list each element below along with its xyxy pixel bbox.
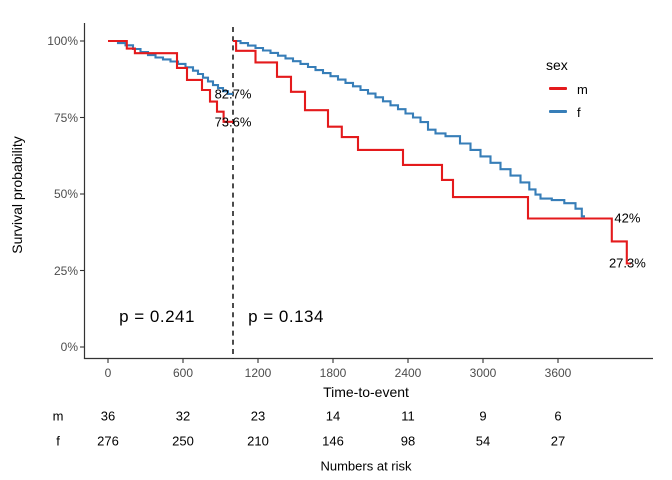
y-axis-title: Survival probability bbox=[9, 136, 25, 254]
survival-label: 82.7% bbox=[214, 86, 252, 102]
survival-label: 27.3% bbox=[608, 255, 646, 271]
risk-count: 23 bbox=[250, 408, 266, 424]
survival-label: 42% bbox=[614, 210, 641, 226]
risk-count: 98 bbox=[400, 433, 416, 449]
risk-count: 54 bbox=[475, 433, 491, 449]
risk-row-label-f: f bbox=[56, 433, 60, 449]
legend-line-f bbox=[549, 110, 567, 113]
survival-curve-m-pre bbox=[108, 39, 233, 123]
y-tick-label: 0% bbox=[60, 340, 78, 354]
legend-label-f: f bbox=[577, 105, 581, 120]
risk-count: 27 bbox=[550, 433, 566, 449]
risk-count: 11 bbox=[401, 408, 415, 424]
x-tick-label: 1200 bbox=[244, 366, 272, 380]
risk-count: 14 bbox=[325, 408, 341, 424]
x-tick-label: 2400 bbox=[394, 366, 422, 380]
y-tick-label: 50% bbox=[53, 187, 78, 201]
survival-curve-m-post bbox=[233, 39, 632, 265]
pvalue-pre-landmark: p = 0.241 bbox=[119, 307, 195, 326]
x-tick-label: 1800 bbox=[319, 366, 347, 380]
y-tick-label: 25% bbox=[53, 263, 78, 278]
risk-count: 9 bbox=[479, 408, 487, 424]
risk-count: 36 bbox=[100, 408, 116, 424]
survival-curve-f-post bbox=[233, 39, 585, 218]
y-tick-label: 100% bbox=[47, 34, 78, 48]
survival-label: 73.6% bbox=[214, 114, 252, 130]
x-axis-title: Time-to-event bbox=[323, 384, 409, 400]
pvalue-post-landmark: p = 0.134 bbox=[248, 307, 324, 326]
x-tick-label: 0 bbox=[104, 366, 112, 380]
risk-count: 6 bbox=[554, 408, 562, 424]
legend-title: sex bbox=[546, 57, 568, 73]
risk-count: 250 bbox=[172, 433, 194, 449]
risk-count: 210 bbox=[247, 433, 269, 449]
risk-count: 146 bbox=[322, 433, 344, 449]
risk-table-caption: Numbers at risk bbox=[320, 458, 412, 474]
y-tick-label: 75% bbox=[53, 110, 78, 125]
x-tick-label: 3600 bbox=[544, 366, 572, 380]
risk-count: 276 bbox=[97, 433, 119, 449]
legend-label-m: m bbox=[577, 82, 588, 97]
risk-row-label-m: m bbox=[52, 408, 64, 424]
x-tick-label: 3000 bbox=[469, 366, 497, 380]
legend-line-m bbox=[549, 87, 567, 90]
x-tick-label: 600 bbox=[172, 366, 194, 380]
risk-count: 32 bbox=[175, 408, 191, 424]
